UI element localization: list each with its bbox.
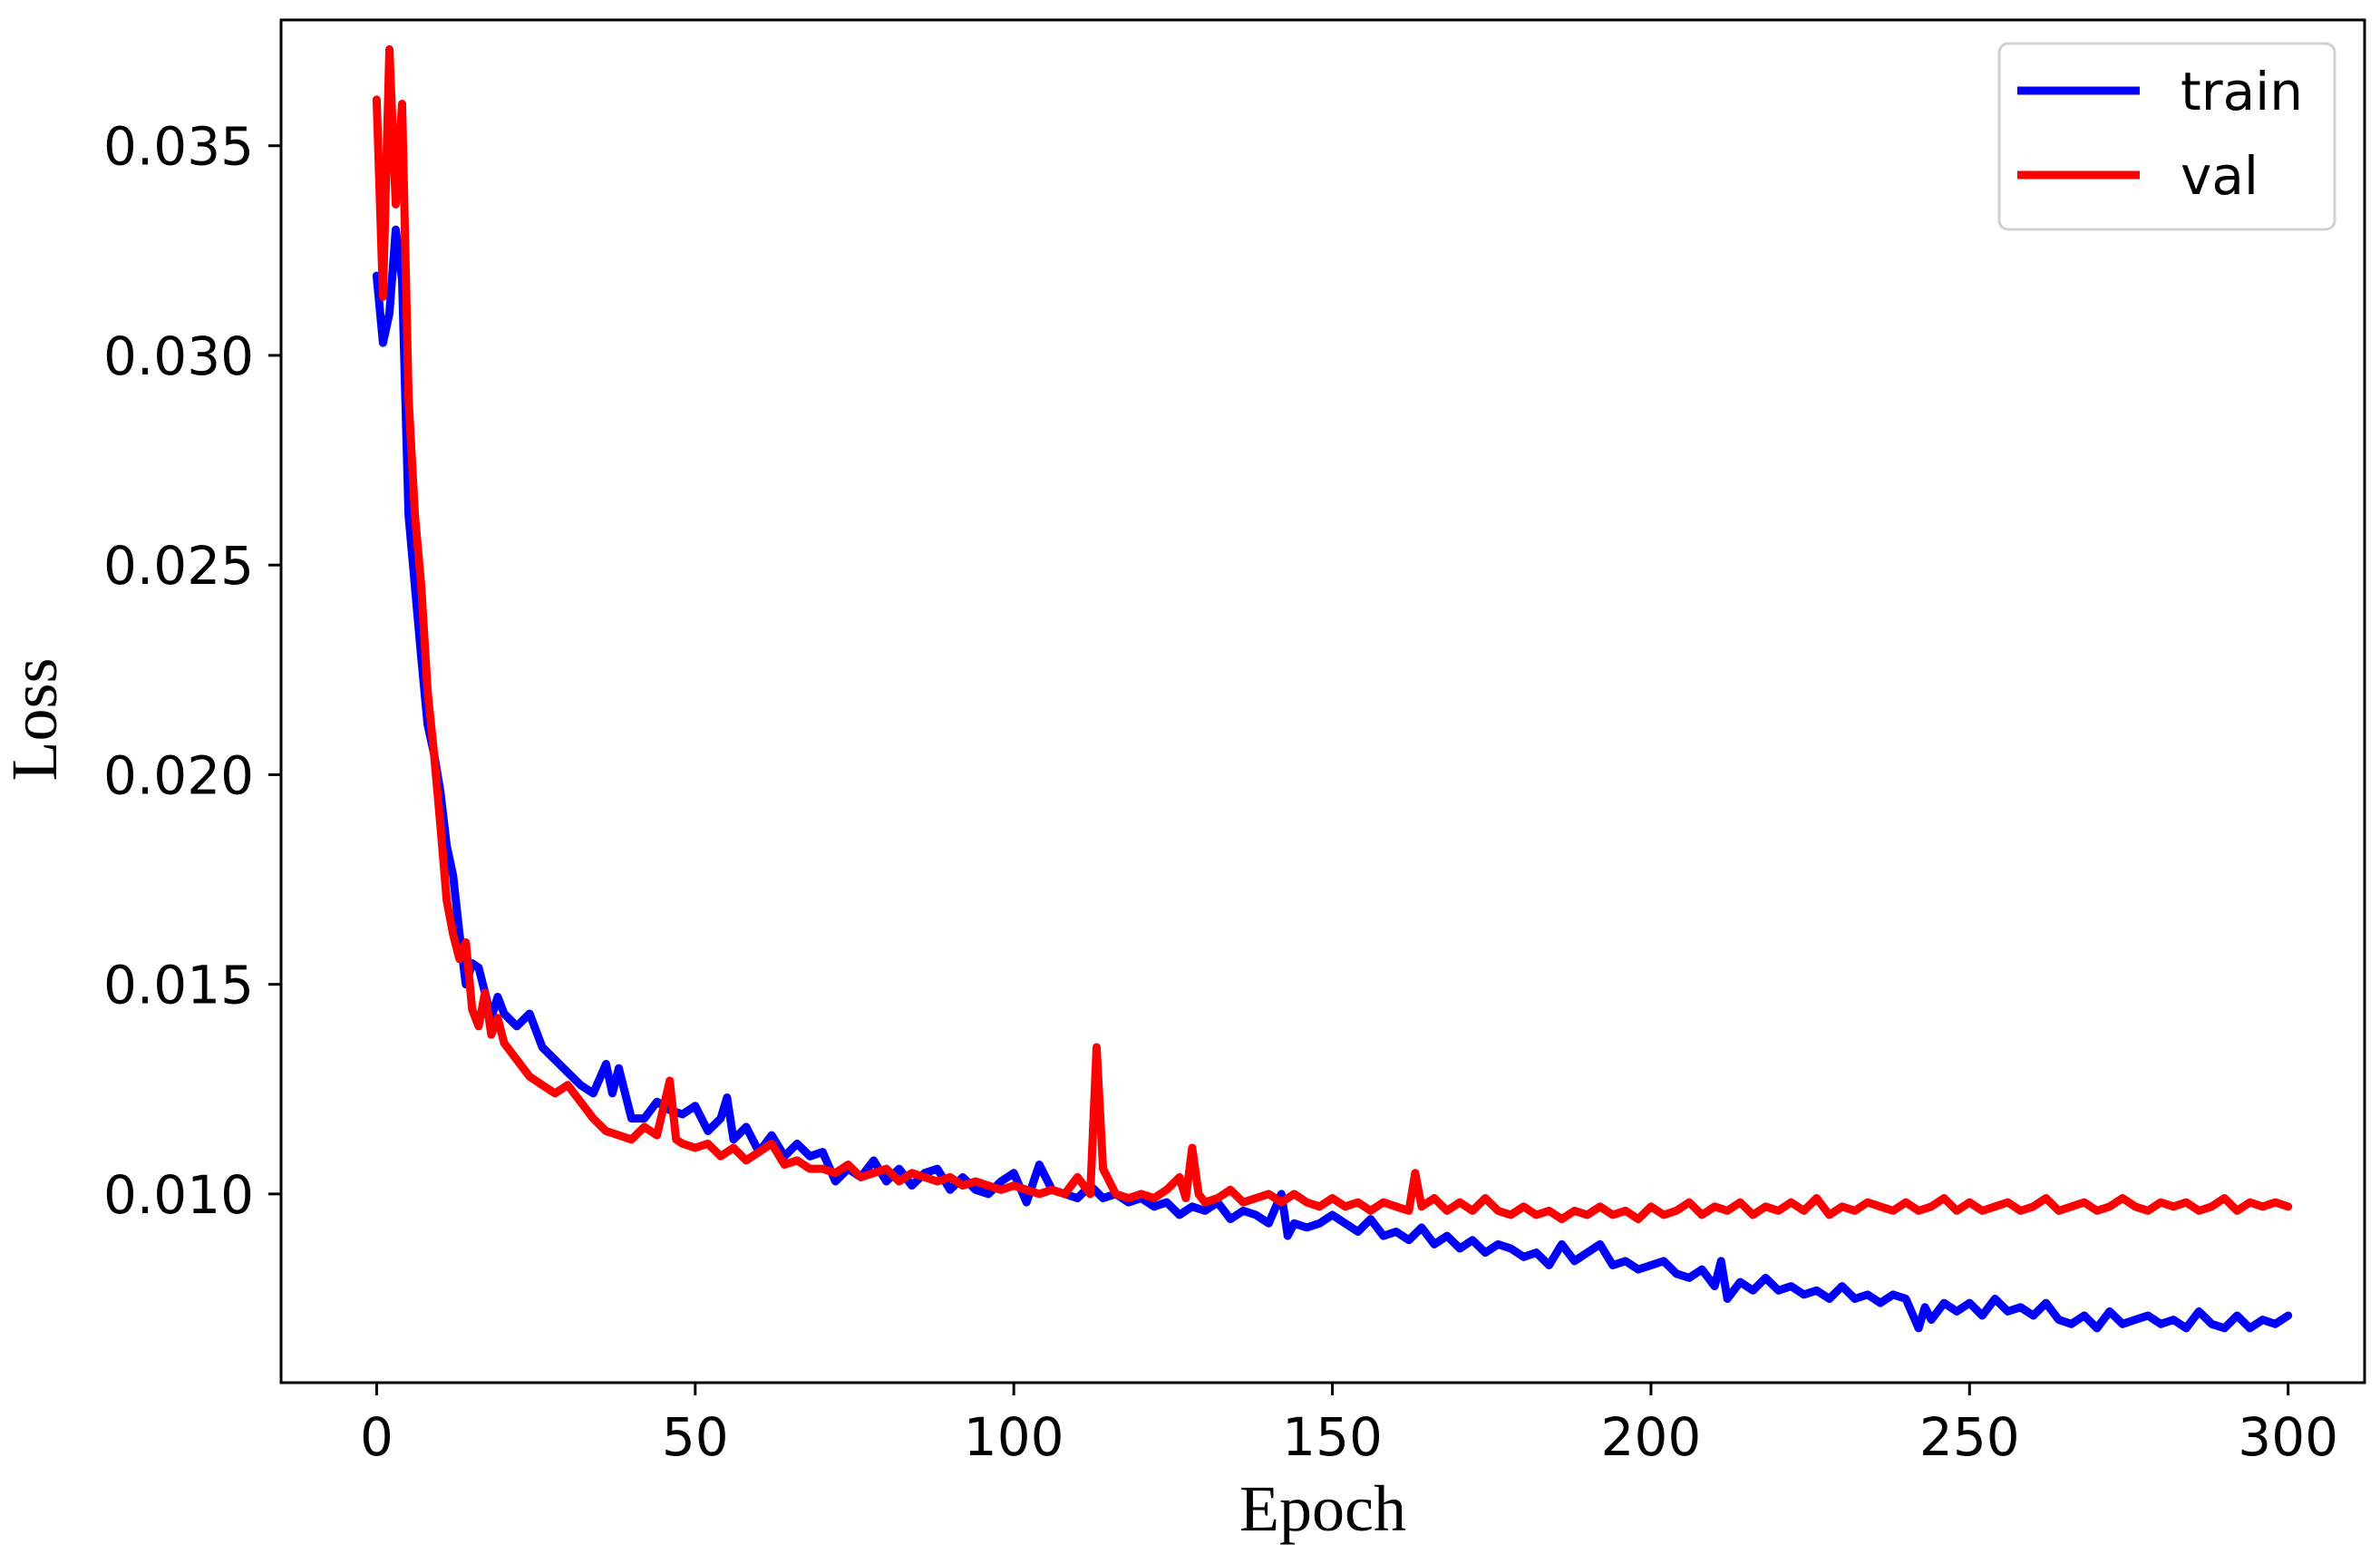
series-line-train: [372, 225, 2293, 1333]
y-tick-label: 0.030: [103, 325, 254, 387]
legend-label-val: val: [2181, 145, 2259, 207]
x-tick-label: 200: [1601, 1406, 1702, 1468]
series-layer: [372, 44, 2293, 1333]
series-line-val: [372, 44, 2293, 1224]
x-axis: 0 50 100 150 200 250 300: [360, 1383, 2338, 1468]
x-tick-label: 50: [662, 1406, 729, 1468]
y-tick-label: 0.020: [103, 744, 254, 806]
y-tick-label: 0.035: [103, 116, 254, 178]
y-tick-label: 0.015: [103, 955, 254, 1016]
x-tick-label: 150: [1282, 1406, 1383, 1468]
x-tick-label: 300: [2238, 1406, 2338, 1468]
x-tick-label: 0: [360, 1406, 393, 1468]
x-tick-label: 100: [964, 1406, 1064, 1468]
y-axis: 0.010 0.015 0.020 0.025 0.030 0.035: [103, 116, 281, 1226]
x-tick-label: 250: [1919, 1406, 2020, 1468]
y-axis-title: Loss: [0, 657, 71, 781]
plot-frame: [279, 18, 2366, 1384]
y-tick-label: 0.025: [103, 535, 254, 597]
legend-label-train: train: [2181, 61, 2303, 122]
y-tick-label: 0.010: [103, 1164, 254, 1226]
x-axis-title: Epoch: [1239, 1472, 1406, 1545]
legend: train val: [1997, 42, 2336, 231]
